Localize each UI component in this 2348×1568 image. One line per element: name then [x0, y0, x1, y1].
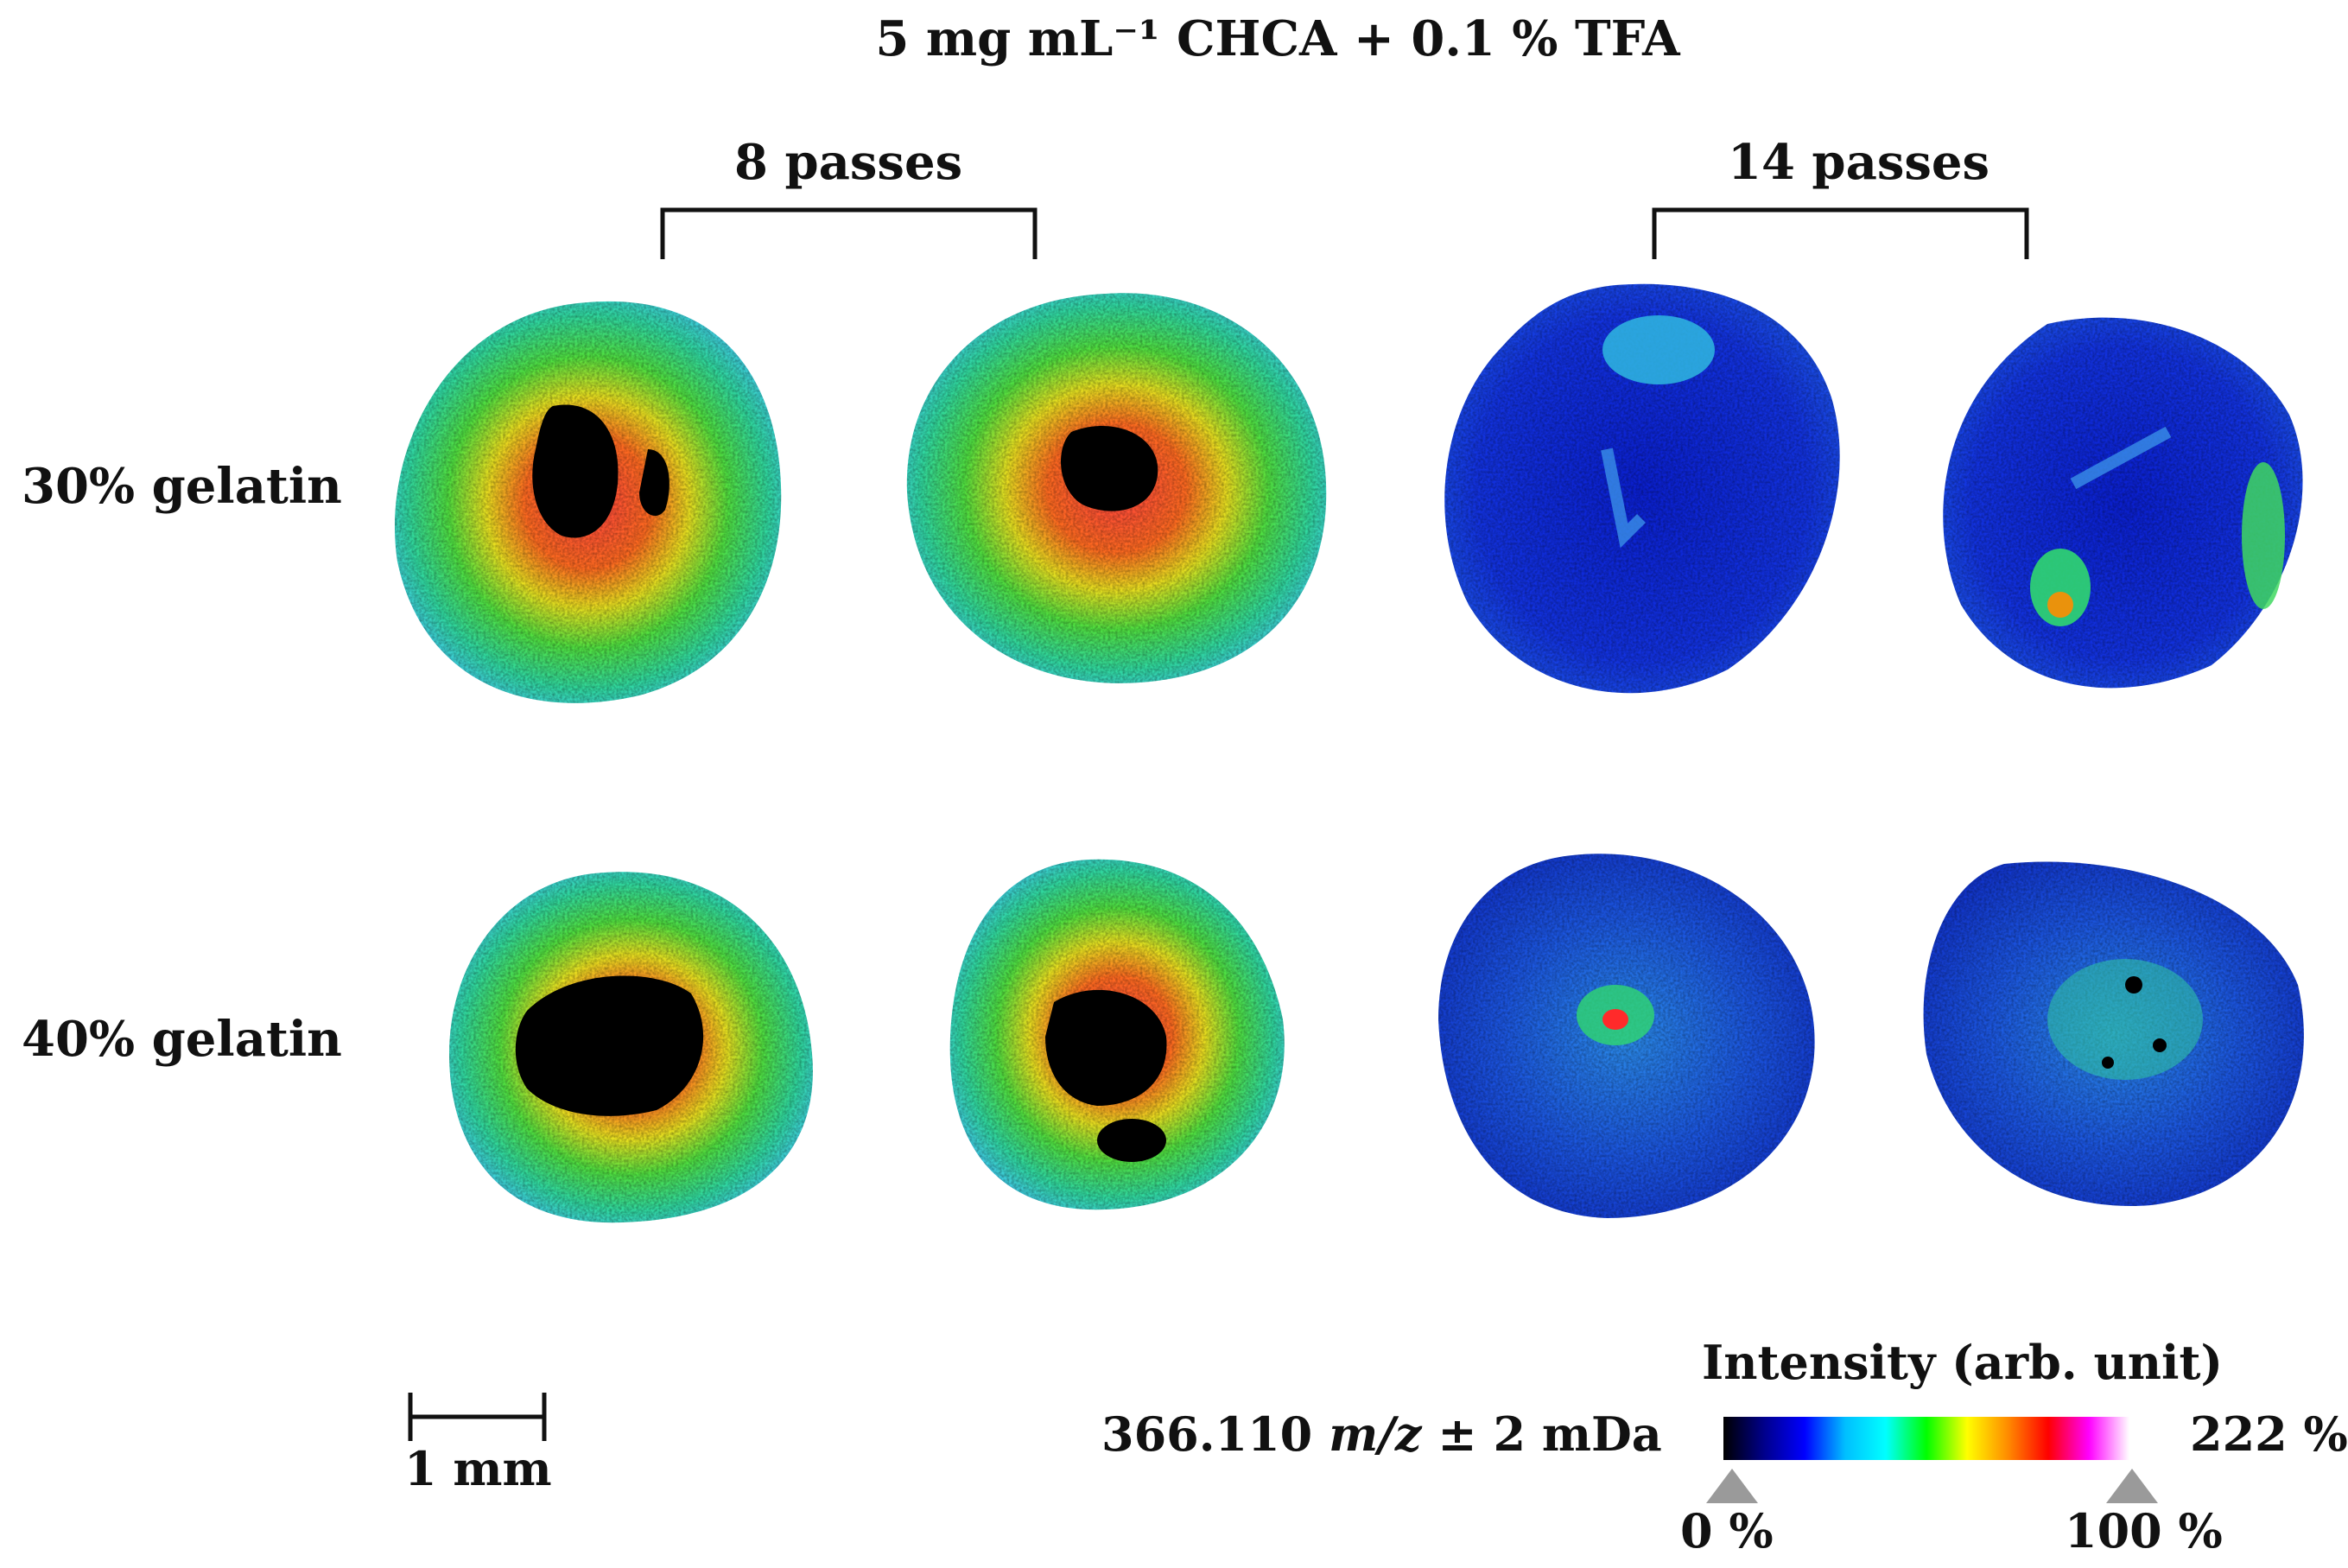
mz-tolerance: ± 2 mDa — [1437, 1406, 1662, 1462]
colorbar — [1723, 1417, 2129, 1460]
colorbar-low-marker-label: 0 % — [1680, 1503, 1774, 1558]
ms-image-30-14p-r2 — [1943, 317, 2303, 689]
row-label-30-gelatin: 30% gelatin — [22, 458, 342, 515]
ms-image-40-14p-r1 — [1438, 854, 1815, 1218]
column-label-14-passes: 14 passes — [1728, 134, 1990, 191]
ms-image-30-8p-r1 — [394, 301, 782, 703]
scale-bar — [408, 1393, 547, 1441]
row-label-40-gelatin: 40% gelatin — [22, 1011, 342, 1068]
bracket-8-passes — [660, 207, 1038, 259]
ms-image-40-8p-r2 — [949, 859, 1285, 1210]
ms-image-40-14p-r2 — [1923, 861, 2304, 1207]
ms-image-30-8p-r2 — [906, 293, 1327, 683]
ms-image-40-8p-r1 — [449, 872, 813, 1223]
colorbar-title: Intensity (arb. unit) — [1702, 1335, 2223, 1390]
colorbar-marker-low — [1706, 1469, 1758, 1503]
colorbar-max-label: 222 % — [2190, 1406, 2348, 1462]
bracket-14-passes — [1652, 207, 2029, 259]
scale-bar-label: 1 mm — [404, 1441, 552, 1496]
colorbar-high-marker-label: 100 % — [2065, 1503, 2223, 1558]
colorbar-marker-high — [2106, 1469, 2158, 1503]
column-label-8-passes: 8 passes — [734, 134, 963, 191]
mz-value: 366.110 — [1101, 1406, 1313, 1462]
mz-unit: m/z — [1329, 1406, 1422, 1462]
mz-label: 366.110 m/z ± 2 mDa — [1101, 1406, 1662, 1462]
figure-title: 5 mg mL⁻¹ CHCA + 0.1 % TFA — [875, 10, 1680, 67]
ms-image-30-14p-r1 — [1444, 283, 1840, 694]
